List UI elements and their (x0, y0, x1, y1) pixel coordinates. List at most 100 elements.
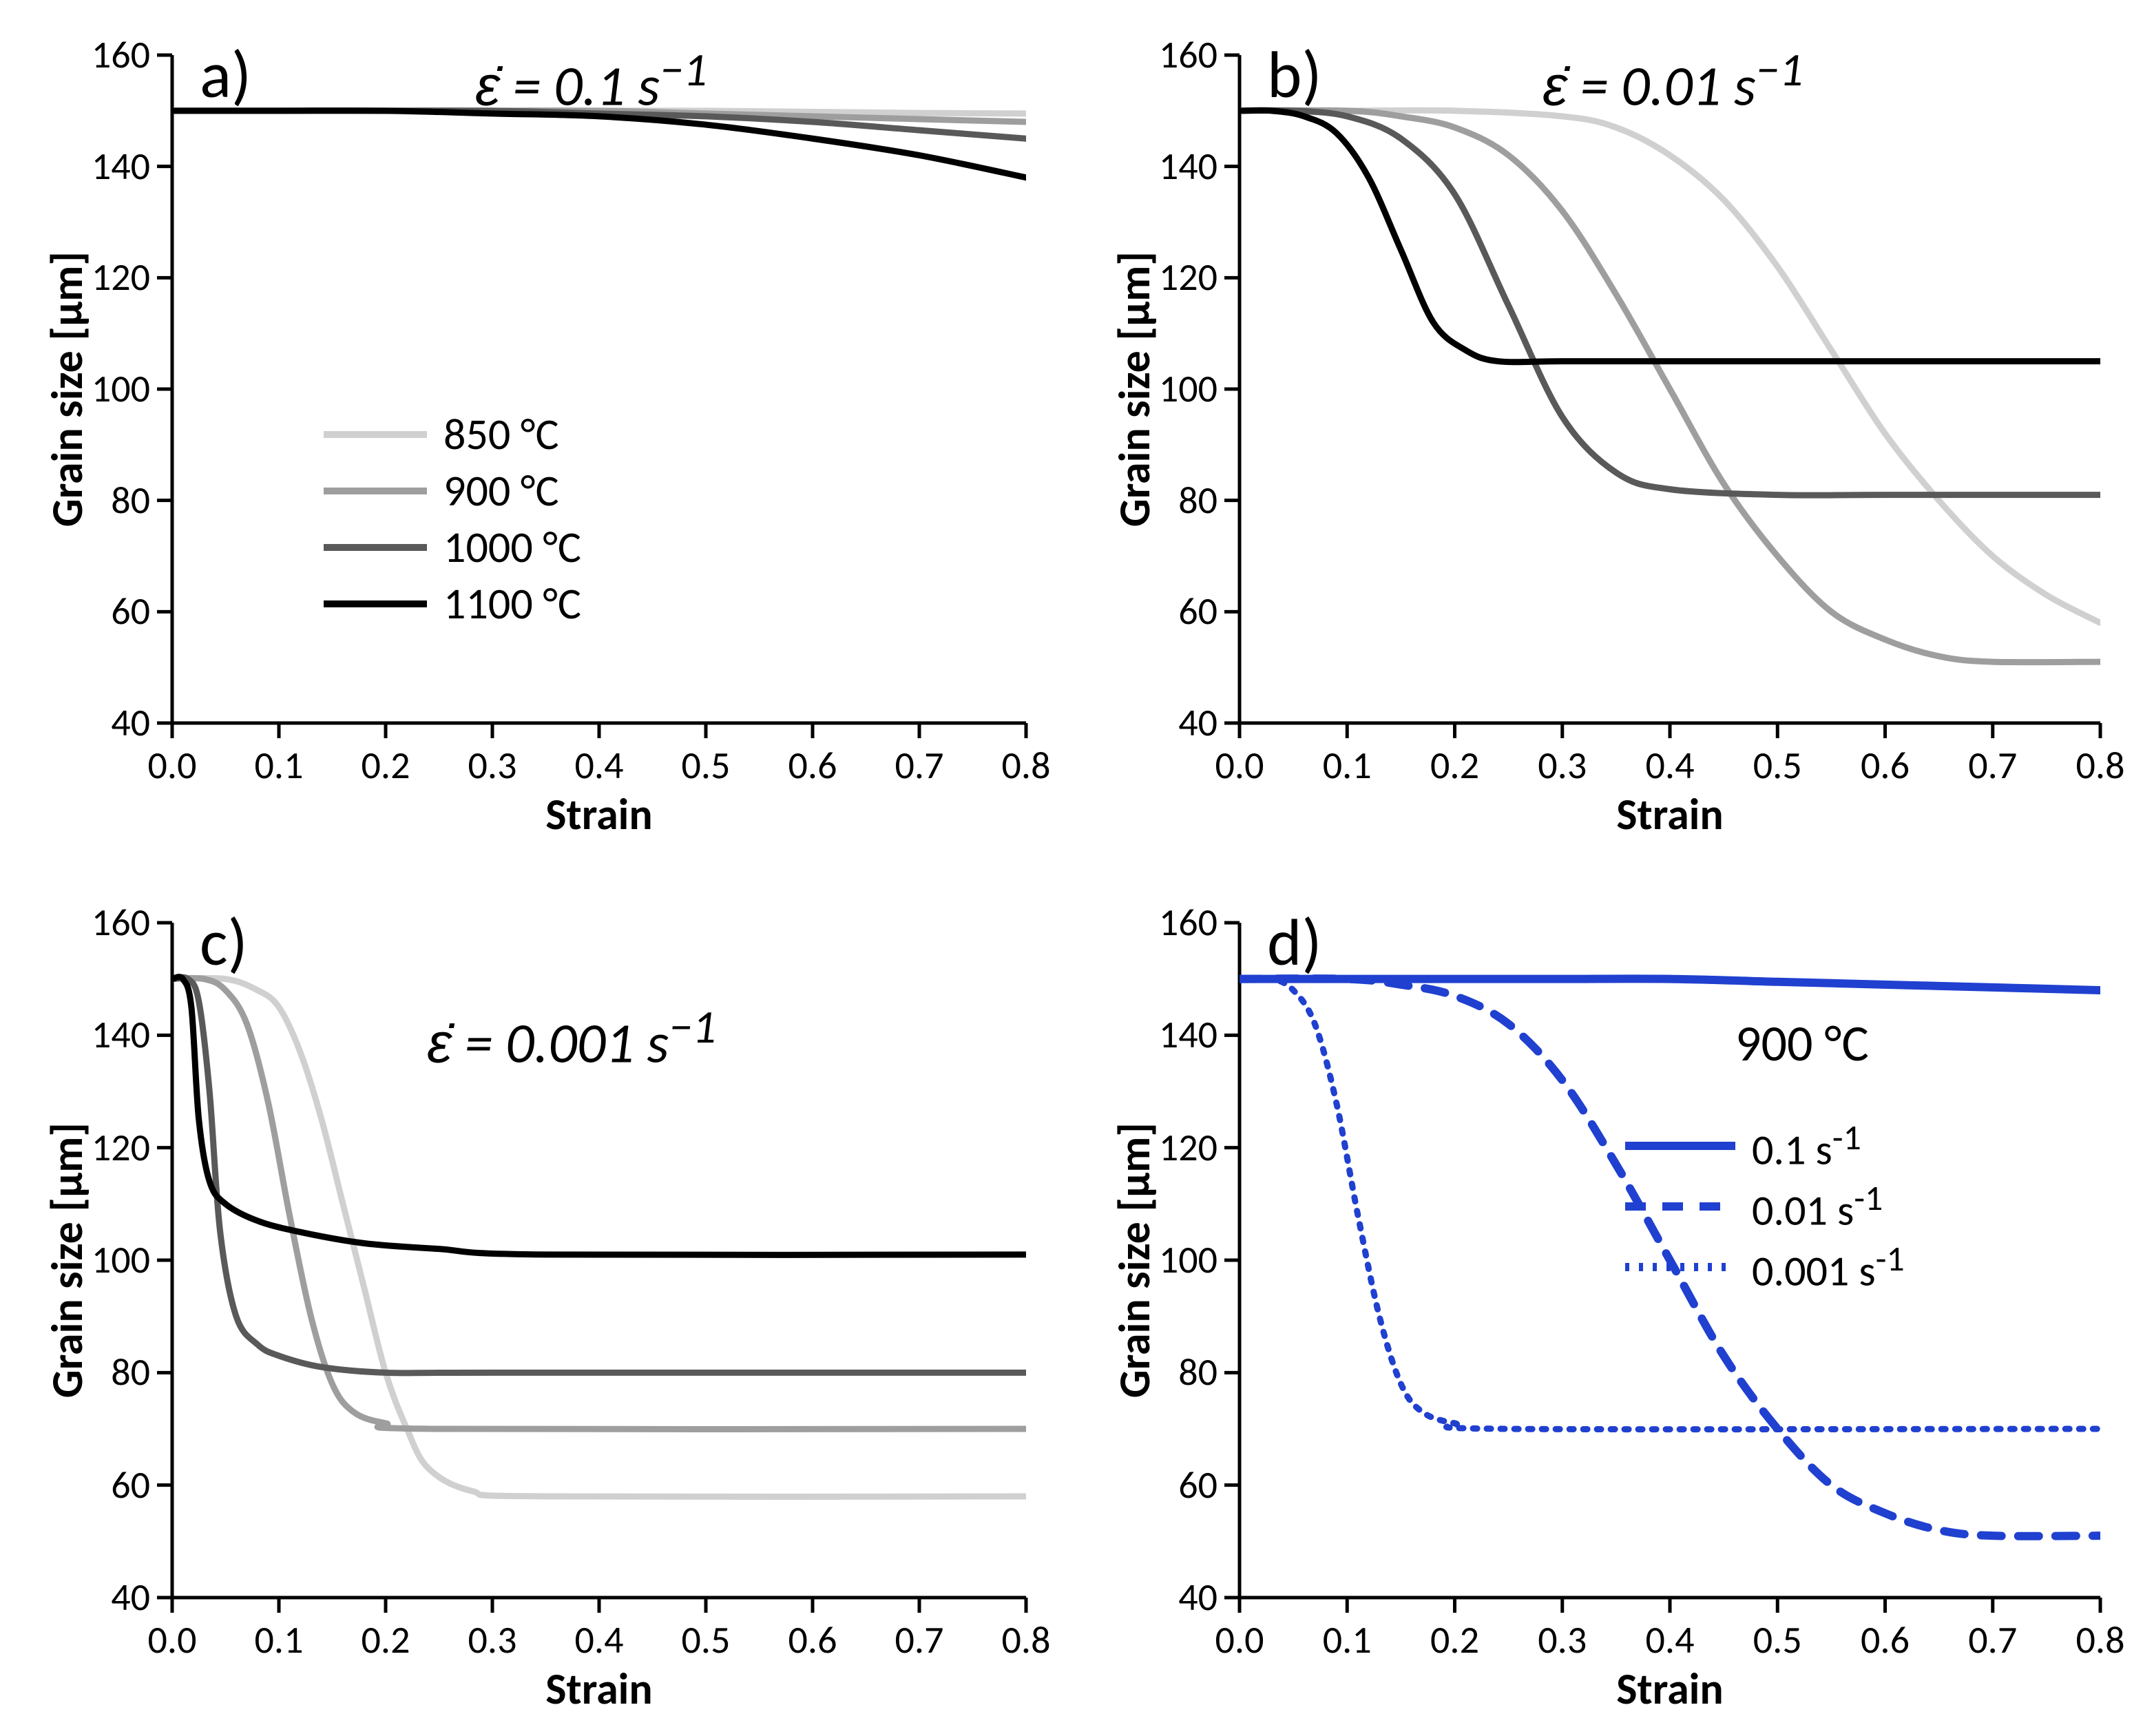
panel-c-xlabel: Strain (545, 1662, 652, 1716)
panel-a: 0.00.10.20.30.40.50.60.70.84060801001201… (28, 14, 1047, 840)
legend-item-label: 900 °C (443, 464, 559, 518)
panel-c-xtick-3: 0.3 (468, 1617, 517, 1664)
panel-c-label: c) (200, 902, 248, 983)
panel-a-ytick-6: 160 (92, 32, 150, 79)
panel-b-xtick-4: 0.4 (1646, 742, 1695, 789)
panel-a-strain-rate-label: ε̇ = 0.1 s−1 (475, 41, 707, 121)
panel-c-xtick-2: 0.2 (362, 1617, 410, 1664)
panel-c-xtick-8: 0.8 (1002, 1617, 1051, 1664)
panel-d: 0.00.10.20.30.40.50.60.70.84060801001201… (1095, 881, 2121, 1715)
legend-swatch-icon (324, 469, 427, 513)
panel-d-legend-item-1: 0.01 s-1 (1625, 1176, 1905, 1237)
panel-b-ytick-6: 160 (1159, 32, 1217, 79)
panel-c-ytick-0: 40 (111, 1574, 150, 1621)
panel-b-xtick-1: 0.1 (1323, 742, 1372, 789)
legend-swatch-icon (1625, 1246, 1735, 1288)
panel-d-xtick-3: 0.3 (1538, 1617, 1587, 1664)
panel-a-legend-item-3: 1100 °C (324, 576, 581, 632)
panel-b-series-3 (1240, 110, 2100, 362)
legend-swatch-icon (1625, 1125, 1735, 1167)
panel-d-temperature-label: 900 °C (1735, 1012, 1869, 1074)
panel-a-xtick-2: 0.2 (362, 742, 410, 789)
panel-b: 0.00.10.20.30.40.50.60.70.84060801001201… (1095, 14, 2121, 840)
panel-c-strain-rate-label: ε̇ = 0.001 s−1 (427, 998, 716, 1078)
panel-d-legend: 0.1 s-10.01 s-10.001 s-1 (1625, 1116, 1905, 1297)
figure-container: 0.0 0.1 0.2 0.3 0.4 0.5 0.6 0.7 0.8 40 60 80 100 120 1… (0, 0, 2143, 1736)
legend-swatch-icon (324, 412, 427, 457)
panel-c-ytick-3: 100 (92, 1237, 150, 1284)
panel-b-xtick-6: 0.6 (1861, 742, 1910, 789)
panel-a-xlabel: Strain (545, 788, 652, 841)
panel-d-legend-item-0: 0.1 s-1 (1625, 1116, 1905, 1176)
panel-c-ytick-6: 160 (92, 899, 150, 946)
panel-b-xtick-7: 0.7 (1968, 742, 2017, 789)
panel-c-ytick-4: 120 (92, 1125, 150, 1171)
panel-b-ytick-0: 40 (1178, 700, 1217, 746)
panel-c-xtick-1: 0.1 (255, 1617, 304, 1664)
panel-d-ytick-5: 140 (1159, 1012, 1217, 1058)
panel-a-ytick-2: 80 (111, 477, 150, 524)
legend-item-label: 0.001 s-1 (1752, 1237, 1905, 1297)
legend-item-label: 850 °C (443, 408, 559, 461)
panel-b-ytick-5: 140 (1159, 143, 1217, 190)
panel-d-ylabel: Grain size [µm] (1108, 1122, 1162, 1398)
legend-item-label: 1000 °C (443, 521, 581, 574)
panel-b-xlabel: Strain (1616, 788, 1723, 841)
panel-d-ytick-2: 80 (1178, 1349, 1217, 1396)
panel-a-legend-item-1: 900 °C (324, 463, 581, 519)
panel-b-ylabel: Grain size [µm] (1108, 251, 1162, 527)
panel-c-ytick-1: 60 (111, 1462, 150, 1509)
panel-b-series-2 (1240, 110, 2100, 495)
panel-b-xtick-3: 0.3 (1538, 742, 1587, 789)
panel-d-xtick-4: 0.4 (1646, 1617, 1695, 1664)
panel-d-legend-item-2: 0.001 s-1 (1625, 1237, 1905, 1297)
panel-d-ytick-0: 40 (1178, 1574, 1217, 1621)
legend-swatch-icon (324, 582, 427, 626)
panel-c-ytick-5: 140 (92, 1012, 150, 1058)
panel-a-ytick-1: 60 (111, 588, 150, 635)
panel-c: 0.00.10.20.30.40.50.60.70.84060801001201… (28, 881, 1047, 1715)
panel-c-ylabel: Grain size [µm] (41, 1122, 94, 1398)
legend-item-label: 0.01 s-1 (1752, 1176, 1883, 1237)
panel-a-legend-item-2: 1000 °C (324, 519, 581, 576)
legend-item-label: 0.1 s-1 (1752, 1116, 1861, 1176)
panel-a-xtick-0: 0.0 (148, 742, 197, 789)
panel-a-xtick-1: 0.1 (255, 742, 304, 789)
legend-swatch-icon (1625, 1185, 1735, 1228)
panel-a-ytick-4: 120 (92, 254, 150, 301)
panel-d-xtick-8: 0.8 (2076, 1617, 2125, 1664)
panel-a-legend-item-0: 850 °C (324, 406, 581, 463)
panel-a-ytick-0: 40 (111, 700, 150, 746)
panel-d-xlabel: Strain (1616, 1662, 1723, 1716)
panel-d-xtick-1: 0.1 (1323, 1617, 1372, 1664)
panel-b-xtick-0: 0.0 (1215, 742, 1264, 789)
panel-b-strain-rate-label: ε̇ = 0.01 s−1 (1543, 41, 1803, 121)
panel-d-ytick-3: 100 (1159, 1237, 1217, 1284)
panel-d-xtick-5: 0.5 (1753, 1617, 1802, 1664)
panel-a-xtick-7: 0.7 (895, 742, 944, 789)
panel-c-ytick-2: 80 (111, 1349, 150, 1396)
panel-a-ytick-3: 100 (92, 366, 150, 412)
panel-b-ytick-3: 100 (1159, 366, 1217, 412)
panel-b-xtick-2: 0.2 (1430, 742, 1479, 789)
legend-swatch-icon (324, 525, 427, 569)
panel-c-xtick-5: 0.5 (682, 1617, 731, 1664)
panel-a-xtick-4: 0.4 (575, 742, 624, 789)
panel-b-xtick-5: 0.5 (1753, 742, 1802, 789)
panel-d-ytick-4: 120 (1159, 1125, 1217, 1171)
panel-d-ytick-1: 60 (1178, 1462, 1217, 1509)
panel-b-ytick-1: 60 (1178, 588, 1217, 635)
panel-a-legend: 850 °C900 °C1000 °C1100 °C (324, 406, 581, 632)
panel-c-xtick-4: 0.4 (575, 1617, 624, 1664)
panel-a-xtick-5: 0.5 (682, 742, 731, 789)
panel-d-xtick-6: 0.6 (1861, 1617, 1910, 1664)
panel-b-series-1 (1240, 110, 2100, 662)
panel-a-xtick-6: 0.6 (788, 742, 837, 789)
panel-d-xtick-0: 0.0 (1215, 1617, 1264, 1664)
panel-c-xtick-6: 0.6 (788, 1617, 837, 1664)
panel-d-xtick-7: 0.7 (1968, 1617, 2017, 1664)
panel-d-ytick-6: 160 (1159, 899, 1217, 946)
panel-a-xtick-8: 0.8 (1002, 742, 1051, 789)
panel-b-ytick-2: 80 (1178, 477, 1217, 524)
panel-b-series-0 (1240, 110, 2100, 623)
